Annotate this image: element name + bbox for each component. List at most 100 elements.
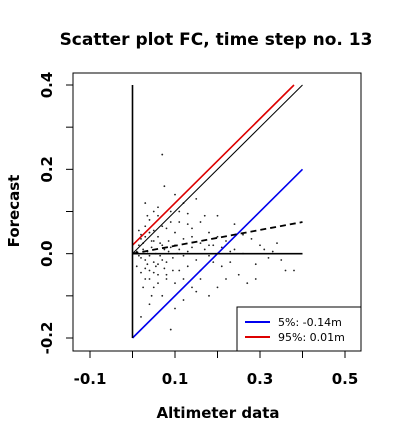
data-point [157, 282, 159, 285]
data-point [178, 210, 181, 213]
data-point [140, 316, 142, 318]
data-point [191, 227, 193, 230]
data-point [220, 246, 223, 249]
chart-title: Scatter plot FC, time step no. 13 [60, 30, 373, 50]
data-point [157, 214, 159, 217]
data-point [144, 259, 147, 261]
data-point [284, 269, 287, 272]
data-point [254, 263, 257, 266]
data-point [195, 290, 198, 293]
x-tick-label: 0.5 [332, 370, 359, 388]
data-point [271, 250, 274, 253]
data-point [208, 231, 210, 234]
data-point [148, 303, 151, 306]
data-point [171, 269, 174, 272]
data-point [167, 250, 170, 253]
data-point [212, 261, 215, 263]
data-point [152, 210, 155, 213]
data-point [220, 265, 223, 268]
data-point [233, 223, 236, 226]
data-point [216, 286, 219, 289]
x-tick-label: -0.1 [74, 370, 107, 388]
data-point [208, 294, 210, 297]
data-point [225, 240, 227, 242]
y-axis: -0.2 0.0 0.2 0.4 [38, 72, 73, 355]
y-tick-label: -0.2 [38, 322, 56, 355]
data-point [229, 250, 232, 253]
data-point [135, 265, 138, 268]
data-point [148, 278, 151, 280]
data-point [186, 223, 189, 226]
data-point [237, 273, 240, 276]
data-point [148, 231, 151, 234]
x-axis-label: Altimeter data [157, 404, 280, 422]
data-point [174, 282, 176, 285]
data-point [165, 261, 168, 263]
data-point [163, 248, 166, 251]
data-point [178, 248, 181, 251]
data-point [212, 244, 215, 247]
legend-label: 5%: -0.14m [278, 316, 342, 329]
data-point [163, 267, 166, 270]
data-point [144, 267, 147, 270]
data-point [169, 221, 172, 223]
data-point [182, 238, 185, 240]
data-point [186, 265, 189, 268]
data-point [199, 278, 202, 280]
data-point [159, 254, 162, 257]
data-point [154, 265, 157, 268]
data-point [242, 233, 244, 236]
data-point [208, 244, 210, 247]
legend-label: 95%: 0.01m [278, 331, 345, 344]
data-point [254, 278, 257, 280]
data-point [191, 286, 193, 289]
data-point [157, 235, 159, 238]
data-point [161, 294, 164, 297]
data-point [152, 271, 155, 274]
data-point [152, 229, 155, 232]
data-point [208, 254, 210, 257]
data-point [195, 197, 198, 200]
data-point [191, 246, 193, 249]
scatter-points [135, 153, 295, 331]
data-point [148, 254, 151, 257]
x-axis: -0.1 0.1 0.3 0.5 [74, 351, 359, 388]
data-point [150, 294, 153, 297]
y-tick-label: 0.0 [38, 240, 56, 267]
data-point [182, 278, 185, 280]
data-point [259, 244, 261, 247]
data-point [195, 259, 198, 261]
data-point [137, 229, 140, 232]
data-point [203, 214, 206, 217]
data-point [165, 273, 168, 276]
data-point [140, 256, 142, 259]
y-tick-label: 0.2 [38, 156, 56, 183]
data-point [157, 206, 159, 209]
data-point [250, 238, 253, 240]
data-point [150, 240, 153, 242]
data-point [167, 240, 170, 242]
data-point [163, 185, 166, 188]
data-point [171, 256, 174, 259]
data-point [233, 248, 236, 251]
data-point [140, 271, 142, 274]
data-point [144, 225, 147, 228]
data-point [144, 235, 147, 238]
data-point [246, 282, 249, 285]
data-point [144, 202, 147, 204]
data-point [140, 233, 142, 236]
x-tick-label: 0.3 [247, 370, 274, 388]
data-point [229, 261, 232, 263]
data-point [165, 278, 168, 280]
y-axis-label: Forecast [5, 175, 23, 248]
data-point [140, 238, 142, 240]
data-point [174, 193, 176, 196]
line-regression [132, 221, 303, 255]
legend: 5%: -0.14m 95%: 0.01m [236, 306, 362, 352]
data-point [169, 328, 172, 331]
data-point [137, 254, 140, 257]
data-point [263, 248, 266, 251]
data-point [161, 244, 164, 247]
data-point [146, 263, 149, 266]
